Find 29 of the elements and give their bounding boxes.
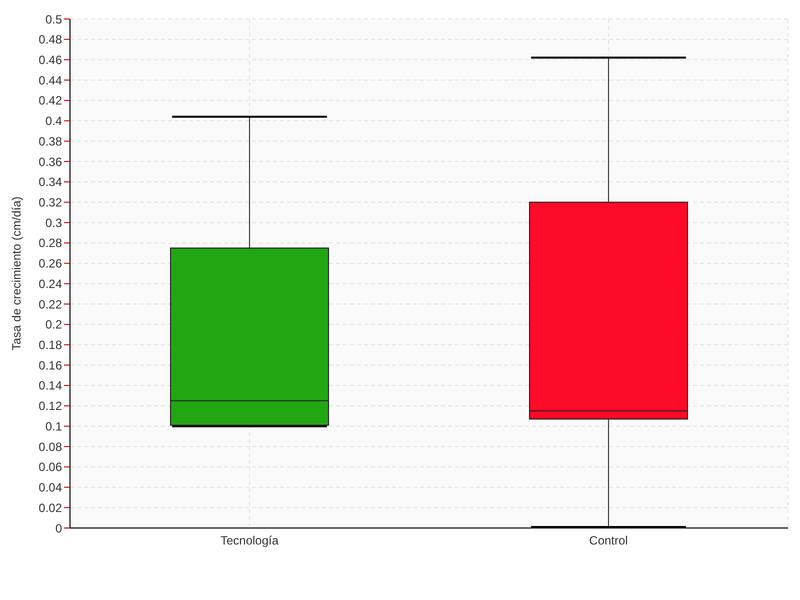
y-tick-label: 0.32 [38, 196, 62, 210]
y-tick-label: 0.16 [38, 358, 62, 372]
y-tick-label: 0.08 [38, 440, 62, 454]
y-tick-label: 0.46 [38, 52, 62, 67]
y-tick-label: 0.1 [45, 419, 62, 434]
y-tick-label: 0.34 [38, 175, 62, 190]
y-tick-label: 0.36 [38, 154, 62, 169]
y-tick-label: 0.06 [38, 460, 62, 474]
y-tick-label: 0.26 [38, 256, 62, 271]
x-tick-label: Tecnología [220, 534, 279, 548]
y-tick-label: 0.5 [45, 12, 62, 26]
y-axis-title: Tasa de crecimiento (cm/día) [9, 196, 24, 351]
y-tick-label: 0.44 [38, 73, 62, 88]
y-tick-label: 0.48 [38, 32, 62, 47]
y-tick-label: 0.04 [38, 480, 62, 495]
y-tick-label: 0.3 [45, 216, 62, 230]
y-tick-label: 0.38 [38, 134, 62, 148]
y-tick-label: 0.18 [38, 338, 62, 352]
y-tick-label: 0.12 [38, 399, 62, 414]
y-tick-label: 0.28 [38, 236, 62, 250]
y-tick-label: 0.42 [38, 94, 62, 108]
y-tick-label: 0.2 [45, 318, 62, 332]
y-tick-label: 0 [55, 521, 62, 536]
y-tick-label: 0.14 [38, 378, 62, 393]
y-tick-label: 0.22 [38, 297, 62, 312]
y-tick-label: 0.4 [45, 114, 62, 128]
y-tick-label: 0.02 [38, 500, 62, 515]
y-tick-label: 0.24 [38, 276, 62, 291]
x-tick-label: Control [589, 534, 628, 548]
